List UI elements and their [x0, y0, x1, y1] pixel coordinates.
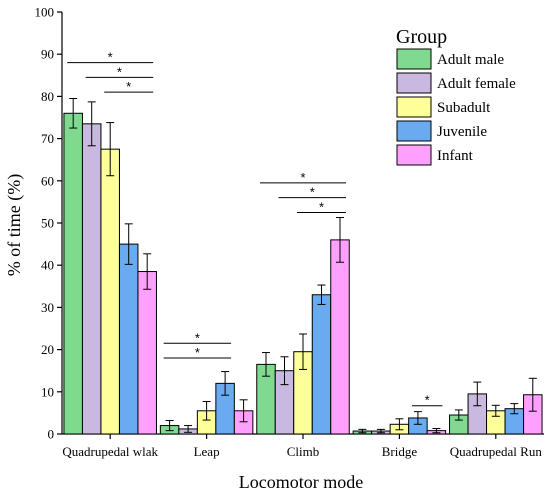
legend-swatch [396, 72, 432, 94]
bar [100, 148, 120, 435]
y-tick-label: 40 [41, 258, 54, 273]
y-tick-label: 10 [41, 384, 54, 399]
y-tick-label: 20 [41, 342, 54, 357]
significance-star: * [126, 79, 131, 94]
y-tick-label: 50 [41, 216, 54, 231]
legend-label: Adult male [437, 52, 504, 68]
x-tick-label: Leap [194, 444, 220, 459]
significance-star: * [117, 64, 122, 79]
bar [118, 243, 139, 435]
significance-star: * [195, 330, 200, 345]
bar [81, 123, 102, 435]
x-axis-title: Locomotor mode [239, 472, 363, 492]
legend-title: Group [396, 26, 447, 48]
legend-swatch [396, 120, 432, 142]
x-tick-label: Climb [287, 444, 320, 459]
legend: Group Adult male Adult female Subadult Juve… [396, 26, 516, 166]
significance-star: * [425, 393, 430, 408]
legend-label: Juvenile [437, 124, 487, 140]
x-tick-label: Quadrupedal Run [450, 444, 543, 459]
bar [63, 112, 83, 435]
legend-swatch [396, 144, 432, 166]
y-tick-label: 70 [41, 131, 54, 146]
legend-label: Subadult [437, 100, 491, 116]
y-tick-label: 90 [41, 47, 54, 62]
bar [311, 294, 332, 435]
legend-label: Infant [437, 148, 474, 164]
error-bars [69, 98, 537, 434]
legend-swatch [396, 48, 432, 70]
significance-star: * [319, 199, 324, 214]
y-tick-label: 60 [41, 173, 54, 188]
y-axis-title: % of time (%) [4, 174, 25, 276]
significance-markers: ********* [67, 50, 443, 408]
significance-star: * [108, 50, 113, 65]
y-tick-label: 30 [41, 300, 54, 315]
significance-star: * [195, 345, 200, 360]
legend-swatch [396, 96, 432, 118]
legend-label: Adult female [437, 76, 516, 92]
x-tick-label: Quadrupedal wlak [62, 444, 158, 459]
y-tick-label: 80 [41, 89, 54, 104]
axis-ticks: 0 10 20 30 40 50 60 70 80 90 100 Quadrupedal wlak Le… [35, 5, 543, 460]
significance-star: * [310, 185, 315, 200]
bar [137, 271, 157, 435]
bar [330, 239, 350, 435]
x-tick-label: Bridge [382, 444, 418, 459]
y-tick-label: 100 [35, 5, 55, 20]
significance-star: * [300, 170, 305, 185]
y-tick-label: 0 [48, 427, 55, 442]
